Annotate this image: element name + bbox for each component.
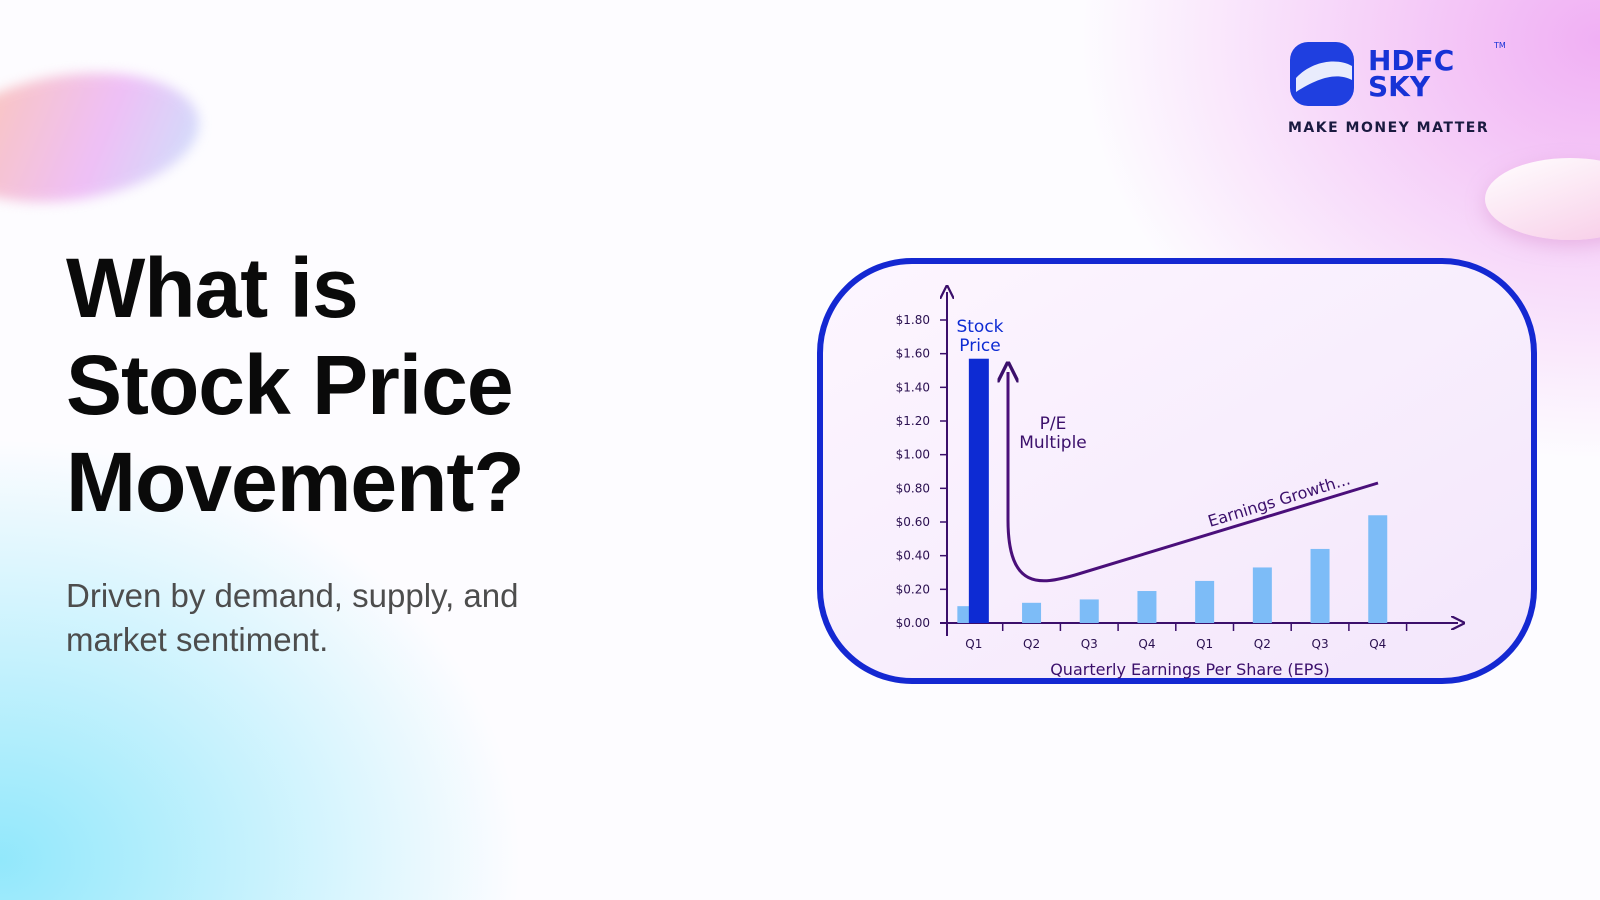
x-tick-label: Q1 [965, 637, 982, 651]
pe-curve [1008, 372, 1379, 583]
headline-line: Movement? [66, 435, 525, 529]
x-tick-label: Q4 [1369, 637, 1386, 651]
bar [1368, 515, 1388, 623]
subtitle-line: market sentiment. [66, 621, 329, 658]
y-tick-label: $0.40 [896, 549, 930, 563]
y-tick-label: $1.80 [896, 313, 930, 327]
subtitle: Driven by demand, supply, and market sen… [66, 574, 518, 662]
brand-name: HDFC [1368, 44, 1454, 77]
y-tick-label: $0.60 [896, 515, 930, 529]
headline: What is Stock Price Movement? [66, 240, 525, 531]
bar [1137, 591, 1157, 623]
x-axis-label: Quarterly Earnings Per Share (EPS) [1050, 660, 1330, 679]
x-tick-label: Q2 [1023, 637, 1040, 651]
y-tick-label: $1.00 [896, 448, 930, 462]
bar [1079, 599, 1099, 623]
x-tick-label: Q3 [1081, 637, 1098, 651]
brand-name: SKY [1368, 70, 1431, 103]
bar [968, 358, 989, 623]
bar [1022, 602, 1042, 623]
trademark: TM [1493, 41, 1506, 50]
subtitle-line: Driven by demand, supply, and [66, 577, 519, 614]
y-tick-label: $0.80 [896, 481, 930, 495]
x-tick-label: Q3 [1312, 637, 1329, 651]
brand-logo: HDFC SKY TM MAKE MONEY MATTER [1288, 41, 1506, 136]
x-tick-label: Q4 [1138, 637, 1155, 651]
y-tick-label: $1.60 [896, 347, 930, 361]
brand: HDFC SKY TM MAKE MONEY MATTER [1288, 40, 1508, 140]
y-tick-label: $0.00 [896, 616, 930, 630]
y-tick-label: $1.20 [896, 414, 930, 428]
bar [1252, 567, 1272, 623]
headline-line: Stock Price [66, 338, 514, 432]
bar [1310, 548, 1330, 623]
series-label: Stock Price [956, 317, 1003, 356]
x-tick-label: Q1 [1196, 637, 1213, 651]
tagline: MAKE MONEY MATTER [1288, 120, 1489, 136]
y-tick-label: $1.40 [896, 380, 930, 394]
annotation: P/E Multiple [1019, 414, 1087, 453]
logo-swoosh [1296, 61, 1352, 92]
headline-line: What is [66, 241, 359, 335]
bar [1195, 580, 1215, 623]
y-tick-label: $0.20 [896, 582, 930, 596]
x-tick-label: Q2 [1254, 637, 1271, 651]
